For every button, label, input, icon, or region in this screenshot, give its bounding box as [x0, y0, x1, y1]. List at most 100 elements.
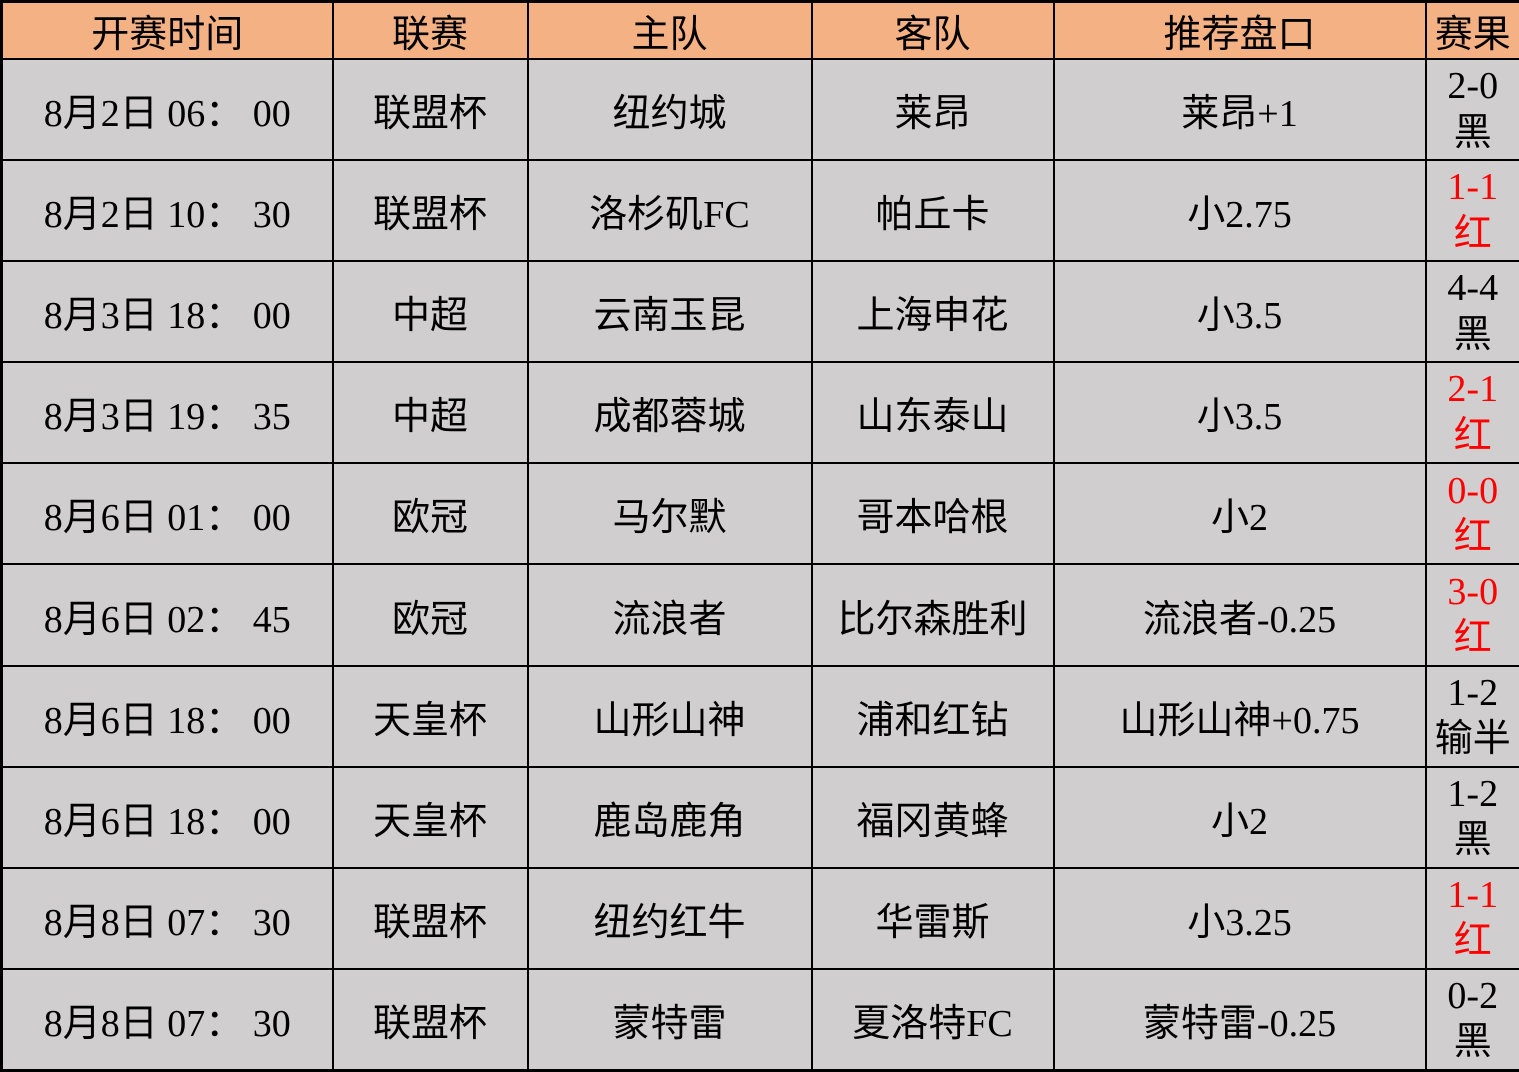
match-row: 8月8日 07： 30 联盟杯 纽约红牛 华雷斯 小3.25 1-1 红 [0, 866, 1519, 970]
col-header-league: 联赛 [331, 0, 529, 60]
match-row: 8月8日 07： 30 联盟杯 蒙特雷 夏洛特FC 蒙特雷-0.25 0-2 黑 [0, 967, 1519, 1072]
cell-away-team: 华雷斯 [810, 866, 1055, 970]
table-header: 开赛时间 联赛 主队 客队 推荐盘口 赛果 [0, 0, 1519, 60]
cell-result: 2-0 黑 [1424, 57, 1519, 162]
cell-league: 欧冠 [331, 462, 529, 566]
cell-start-time: 8月6日 18： 00 [0, 664, 334, 768]
result-outcome: 黑 [1453, 111, 1492, 154]
cell-result: 0-0 红 [1424, 462, 1519, 566]
cell-league: 中超 [331, 361, 529, 465]
cell-away-team: 上海申花 [810, 260, 1055, 364]
result-outcome: 黑 [1453, 819, 1492, 862]
cell-start-time: 8月8日 07： 30 [0, 866, 334, 970]
cell-home-team: 流浪者 [526, 563, 813, 667]
cell-result: 1-1 红 [1424, 159, 1519, 263]
cell-league: 欧冠 [331, 563, 529, 667]
cell-league: 联盟杯 [331, 159, 529, 263]
cell-away-team: 夏洛特FC [810, 967, 1055, 1072]
result-score: 0-2 [1447, 975, 1499, 1018]
result-score: 3-0 [1447, 570, 1499, 613]
cell-league: 天皇杯 [331, 765, 529, 869]
cell-away-team: 福冈黄蜂 [810, 765, 1055, 869]
cell-handicap: 流浪者-0.25 [1052, 563, 1427, 667]
result-outcome: 红 [1453, 617, 1492, 660]
cell-home-team: 鹿岛鹿角 [526, 765, 813, 869]
result-outcome: 红 [1453, 920, 1492, 963]
match-row: 8月2日 06： 00 联盟杯 纽约城 莱昂 莱昂+1 2-0 黑 [0, 57, 1519, 162]
result-outcome: 红 [1453, 515, 1492, 558]
cell-result: 4-4 黑 [1424, 260, 1519, 364]
col-header-handicap: 推荐盘口 [1052, 0, 1427, 60]
result-score: 2-1 [1447, 368, 1499, 411]
result-outcome: 黑 [1453, 313, 1492, 356]
cell-league: 联盟杯 [331, 967, 529, 1072]
cell-handicap: 小2 [1052, 462, 1427, 566]
cell-away-team: 帕丘卡 [810, 159, 1055, 263]
cell-league: 天皇杯 [331, 664, 529, 768]
col-header-result: 赛果 [1424, 0, 1519, 60]
cell-handicap: 小3.5 [1052, 361, 1427, 465]
result-outcome: 红 [1453, 212, 1492, 255]
cell-start-time: 8月3日 18： 00 [0, 260, 334, 364]
cell-start-time: 8月2日 06： 00 [0, 57, 334, 162]
match-row: 8月3日 19： 35 中超 成都蓉城 山东泰山 小3.5 2-1 红 [0, 361, 1519, 465]
col-header-home-team: 主队 [526, 0, 813, 60]
col-header-start-time: 开赛时间 [0, 0, 334, 60]
col-header-away-team: 客队 [810, 0, 1055, 60]
result-score: 2-0 [1447, 65, 1499, 108]
match-row: 8月6日 18： 00 天皇杯 鹿岛鹿角 福冈黄蜂 小2 1-2 黑 [0, 765, 1519, 869]
result-outcome: 黑 [1453, 1021, 1492, 1064]
match-row: 8月6日 18： 00 天皇杯 山形山神 浦和红钻 山形山神+0.75 1-2 … [0, 664, 1519, 768]
cell-handicap: 蒙特雷-0.25 [1052, 967, 1427, 1072]
cell-handicap: 小3.5 [1052, 260, 1427, 364]
cell-start-time: 8月2日 10： 30 [0, 159, 334, 263]
cell-handicap: 山形山神+0.75 [1052, 664, 1427, 768]
cell-handicap: 小3.25 [1052, 866, 1427, 970]
match-row: 8月6日 02： 45 欧冠 流浪者 比尔森胜利 流浪者-0.25 3-0 红 [0, 563, 1519, 667]
cell-start-time: 8月3日 19： 35 [0, 361, 334, 465]
cell-away-team: 山东泰山 [810, 361, 1055, 465]
cell-result: 3-0 红 [1424, 563, 1519, 667]
cell-result: 1-1 红 [1424, 866, 1519, 970]
cell-home-team: 蒙特雷 [526, 967, 813, 1072]
cell-result: 1-2 黑 [1424, 765, 1519, 869]
cell-result: 1-2 输半 [1424, 664, 1519, 768]
match-row: 8月2日 10： 30 联盟杯 洛杉矶FC 帕丘卡 小2.75 1-1 红 [0, 159, 1519, 263]
cell-home-team: 马尔默 [526, 462, 813, 566]
header-row: 开赛时间 联赛 主队 客队 推荐盘口 赛果 [0, 0, 1519, 60]
result-score: 1-1 [1447, 873, 1499, 916]
cell-league: 中超 [331, 260, 529, 364]
cell-start-time: 8月6日 02： 45 [0, 563, 334, 667]
cell-home-team: 纽约红牛 [526, 866, 813, 970]
result-score: 1-2 [1447, 671, 1499, 714]
result-score: 1-1 [1447, 166, 1499, 209]
result-score: 4-4 [1447, 267, 1499, 310]
table-body: 8月2日 06： 00 联盟杯 纽约城 莱昂 莱昂+1 2-0 黑 8月2日 1… [0, 57, 1519, 1072]
cell-away-team: 浦和红钻 [810, 664, 1055, 768]
cell-start-time: 8月8日 07： 30 [0, 967, 334, 1072]
cell-result: 2-1 红 [1424, 361, 1519, 465]
cell-league: 联盟杯 [331, 866, 529, 970]
result-score: 1-2 [1447, 772, 1499, 815]
cell-away-team: 比尔森胜利 [810, 563, 1055, 667]
cell-home-team: 山形山神 [526, 664, 813, 768]
result-score: 0-0 [1447, 469, 1499, 512]
cell-start-time: 8月6日 01： 00 [0, 462, 334, 566]
cell-home-team: 云南玉昆 [526, 260, 813, 364]
cell-handicap: 莱昂+1 [1052, 57, 1427, 162]
result-outcome: 输半 [1434, 718, 1511, 761]
cell-away-team: 哥本哈根 [810, 462, 1055, 566]
cell-home-team: 洛杉矶FC [526, 159, 813, 263]
cell-handicap: 小2 [1052, 765, 1427, 869]
cell-home-team: 成都蓉城 [526, 361, 813, 465]
cell-result: 0-2 黑 [1424, 967, 1519, 1072]
result-outcome: 红 [1453, 414, 1492, 457]
cell-away-team: 莱昂 [810, 57, 1055, 162]
cell-start-time: 8月6日 18： 00 [0, 765, 334, 869]
match-row: 8月3日 18： 00 中超 云南玉昆 上海申花 小3.5 4-4 黑 [0, 260, 1519, 364]
cell-home-team: 纽约城 [526, 57, 813, 162]
cell-handicap: 小2.75 [1052, 159, 1427, 263]
cell-league: 联盟杯 [331, 57, 529, 162]
